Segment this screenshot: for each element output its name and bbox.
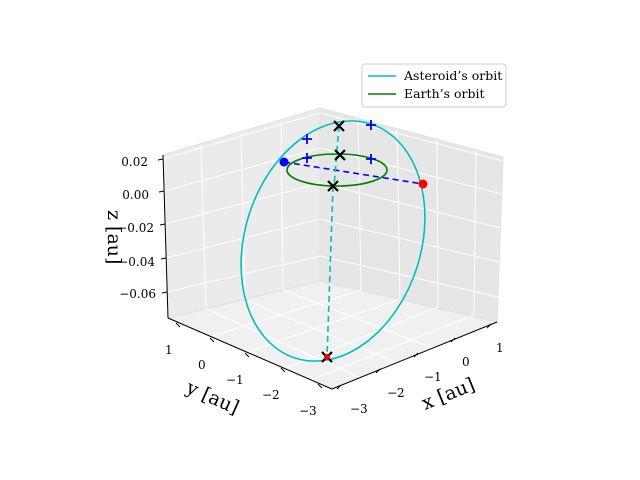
plus-marker [366,154,376,164]
z-axis-line [162,154,169,319]
cyan-dashed-line-lower [326,185,334,358]
z-tick-label: 0.00 [122,188,149,202]
blue-dashed-line [283,161,424,185]
y-tick-label: 1 [165,343,173,357]
z-tick-label: −0.04 [118,255,155,269]
grid-lines [162,112,504,382]
z-tick-label: 0.02 [121,155,148,169]
y-tick-label: −1 [226,373,244,387]
data-layer [240,120,428,363]
z-axis-label: z [au] [103,210,125,264]
z-tick-marks [157,158,168,294]
z-tick-label: −0.06 [119,287,156,301]
x-marker [333,120,345,132]
cyan-dashed-line-upper [333,125,340,187]
x-marker [327,180,339,192]
y-tick-label: −3 [299,404,317,418]
x-tick-marks [336,323,492,390]
blue-dot [279,157,289,167]
legend-label-asteroid: Asteroid’s orbit [403,68,502,83]
legend: Asteroid’s orbit Earth’s orbit [361,63,507,108]
z-tick-label: −0.02 [117,221,154,235]
x-marker [334,149,346,161]
legend-label-earth: Earth’s orbit [404,86,485,101]
y-tick-label: 0 [198,358,206,372]
red-dot-bottom [324,354,330,360]
earth-orbit-line [286,153,388,187]
red-dot [418,179,428,189]
x-tick-label: −3 [350,402,368,416]
plus-marker [302,153,312,163]
y-tick-label: −2 [262,388,280,402]
y-axis-line [167,317,333,390]
y-tick-marks [175,322,323,389]
x-axis-line [331,321,498,390]
x-tick-label: 1 [496,341,504,355]
plus-marker [302,134,312,144]
plus-marker [366,120,376,130]
x-tick-label: 0 [462,355,470,369]
x-tick-label: −2 [387,386,405,400]
x-tick-label: −1 [424,370,442,384]
